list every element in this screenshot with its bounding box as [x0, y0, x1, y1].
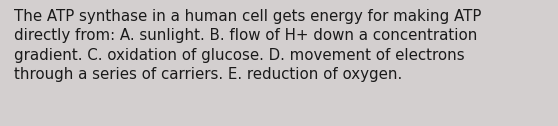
Text: The ATP synthase in a human cell gets energy for making ATP
directly from: A. su: The ATP synthase in a human cell gets en…: [14, 9, 482, 83]
